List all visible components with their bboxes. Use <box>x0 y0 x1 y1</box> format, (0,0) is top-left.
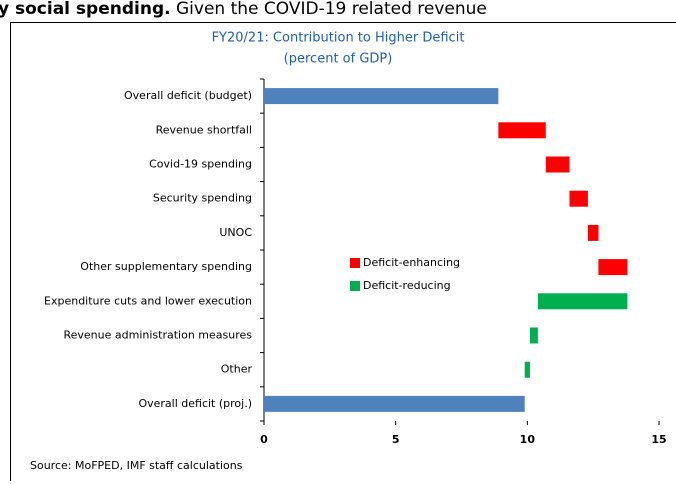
legend-swatch <box>350 281 360 291</box>
bar <box>264 88 498 104</box>
source-note: Source: MoFPED, IMF staff calculations <box>30 459 243 472</box>
bar <box>588 225 599 241</box>
bar <box>538 293 628 309</box>
bar <box>530 328 538 344</box>
y-tick-label: Overall deficit (budget) <box>124 89 252 102</box>
legend-swatch <box>350 258 360 268</box>
bar <box>498 122 545 138</box>
chart-title: FY20/21: Contribution to Higher Deficit <box>212 31 465 46</box>
bar <box>264 396 525 412</box>
page-header: y social spending. Given the COVID-19 re… <box>0 0 487 19</box>
x-tick-label: 15 <box>651 433 666 446</box>
y-tick-label: Revenue shortfall <box>156 123 252 136</box>
header-rest: Given the COVID-19 related revenue <box>171 0 487 19</box>
legend-label: Deficit-reducing <box>363 279 451 292</box>
header-bold: y social spending. <box>0 0 171 19</box>
y-tick-label: Other <box>221 363 253 376</box>
chart-subtitle: (percent of GDP) <box>284 52 393 67</box>
x-tick-label: 5 <box>392 433 400 446</box>
y-tick-label: Expenditure cuts and lower execution <box>44 294 252 307</box>
y-tick-label: Other supplementary spending <box>80 260 252 273</box>
legend-label: Deficit-enhancing <box>363 256 460 269</box>
y-tick-label: Covid-19 spending <box>149 158 252 171</box>
x-tick-label: 0 <box>260 433 268 446</box>
y-tick-label: Security spending <box>153 192 252 205</box>
x-tick-label: 10 <box>520 433 536 446</box>
bar <box>569 191 587 207</box>
y-tick-label: UNOC <box>219 226 252 239</box>
y-tick-label: Overall deficit (proj.) <box>138 397 252 410</box>
bar <box>546 157 570 173</box>
y-tick-label: Revenue administration measures <box>63 329 252 342</box>
bar <box>598 259 627 275</box>
bar <box>525 362 530 378</box>
